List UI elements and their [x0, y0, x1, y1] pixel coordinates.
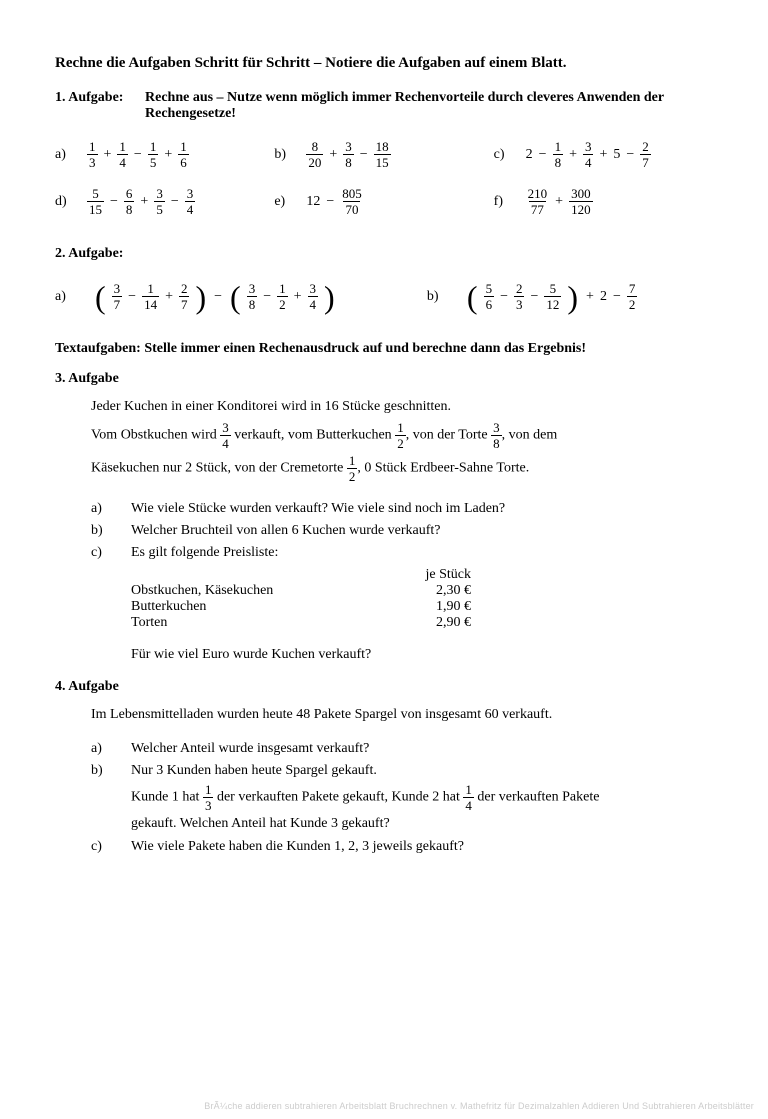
- task2-header: 2. Aufgabe:: [55, 246, 713, 262]
- task3-header: 3. Aufgabe: [55, 371, 713, 387]
- label-d: d): [55, 194, 75, 210]
- task4-b2: Kunde 1 hat 13 der verkauften Pakete gek…: [91, 783, 713, 812]
- task4-header: 4. Aufgabe: [55, 679, 713, 695]
- section-title: Textaufgaben: Stelle immer einen Rechena…: [55, 341, 713, 357]
- label-b2: b): [427, 289, 447, 305]
- task2-b: b) ( 56 − 23 − 512 ) + 2 − 72: [427, 282, 713, 311]
- label-a: a): [55, 147, 75, 163]
- task3-a: a)Wie viele Stücke wurden verkauft? Wie …: [91, 499, 713, 519]
- task1-c: c) 2 − 18 + 34 + 5 − 27: [494, 140, 713, 169]
- task1-d: d) 515 − 68 + 35 − 34: [55, 187, 274, 216]
- task1-f: f) 21077 + 300120: [494, 187, 713, 216]
- label-f: f): [494, 194, 514, 210]
- label-a2: a): [55, 289, 75, 305]
- price-list: je Stück Obstkuchen, Käsekuchen2,30 € Bu…: [131, 567, 713, 631]
- task2-a: a) ( 37 − 114 + 27 ) − ( 38 − 12 + 34 ): [55, 282, 427, 311]
- label-e: e): [274, 194, 294, 210]
- main-title: Rechne die Aufgaben Schritt für Schritt …: [55, 55, 713, 72]
- task3-c: c)Es gilt folgende Preisliste:: [91, 543, 713, 563]
- task3-p3: Käsekuchen nur 2 Stück, von der Cremetor…: [91, 454, 713, 483]
- task1-row1: a) 13 + 14 − 15 + 16 b) 820 + 38 − 1815 …: [55, 140, 713, 169]
- label-c: c): [494, 147, 514, 163]
- task1-row2: d) 515 − 68 + 35 − 34 e) 12 − 80570 f) 2…: [55, 187, 713, 216]
- task4-a: a)Welcher Anteil wurde insgesamt verkauf…: [91, 739, 713, 759]
- label-b: b): [274, 147, 294, 163]
- task1-b: b) 820 + 38 − 1815: [274, 140, 493, 169]
- task1-txt: Rechne aus – Nutze wenn möglich immer Re…: [145, 90, 713, 122]
- task3-p2: Vom Obstkuchen wird 34 verkauft, vom But…: [91, 421, 713, 450]
- task2-row: a) ( 37 − 114 + 27 ) − ( 38 − 12 + 34 ) …: [55, 282, 713, 311]
- task2-num: 2. Aufgabe:: [55, 246, 145, 262]
- task1-header: 1. Aufgabe: Rechne aus – Nutze wenn mögl…: [55, 90, 713, 122]
- footer-text: BrÃ¼che addieren subtrahieren Arbeitsbla…: [204, 1101, 754, 1111]
- task1-a: a) 13 + 14 − 15 + 16: [55, 140, 274, 169]
- task3-b: b)Welcher Bruchteil von allen 6 Kuchen w…: [91, 521, 713, 541]
- task4-b: b)Nur 3 Kunden haben heute Spargel gekau…: [91, 761, 713, 781]
- task4-p1: Im Lebensmittelladen wurden heute 48 Pak…: [91, 705, 713, 725]
- task4-c: c)Wie viele Pakete haben die Kunden 1, 2…: [91, 837, 713, 857]
- task3-p1: Jeder Kuchen in einer Konditorei wird in…: [91, 397, 713, 417]
- task3-p4: Für wie viel Euro wurde Kuchen verkauft?: [131, 645, 713, 665]
- task4-b3: gekauft. Welchen Anteil hat Kunde 3 geka…: [91, 814, 713, 834]
- task1-num: 1. Aufgabe:: [55, 90, 145, 122]
- task1-e: e) 12 − 80570: [274, 187, 493, 216]
